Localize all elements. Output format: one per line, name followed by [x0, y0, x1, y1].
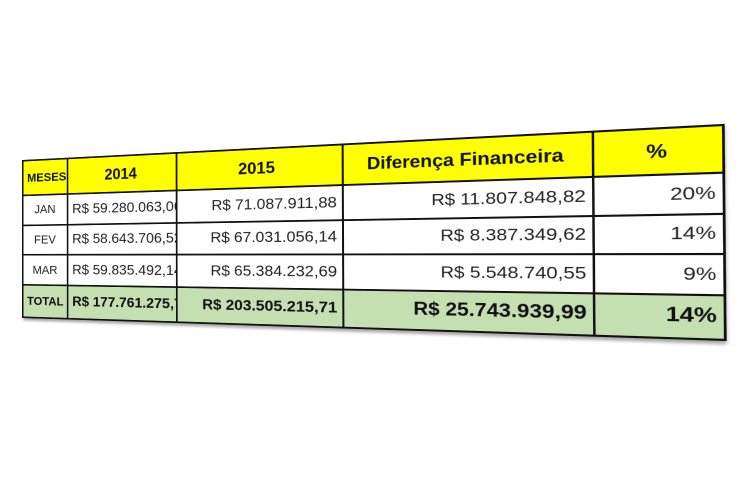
total-cell: R$ 25.743.939,99 [343, 289, 595, 336]
percent-cell: 20% [593, 172, 725, 216]
total-cell: R$ 203.505.215,71 [176, 287, 344, 328]
total-label: TOTAL [22, 284, 68, 319]
month-cell: FEV [22, 224, 68, 255]
header-cell: 2014 [67, 152, 177, 195]
financial-table: MESES 2014 2015 Diferença Financeira % J… [22, 124, 726, 341]
value-cell: R$ 58.643.706,52 [67, 222, 177, 255]
value-cell: R$ 8.387.349,62 [342, 215, 594, 255]
value-cell: R$ 5.548.740,55 [343, 254, 595, 294]
total-row: TOTAL R$ 177.761.275,72 R$ 203.505.215,7… [22, 284, 726, 340]
value-cell: R$ 71.087.911,88 [176, 185, 343, 223]
value-cell: R$ 65.384.232,69 [176, 254, 344, 290]
total-cell: R$ 177.761.275,72 [67, 285, 177, 323]
percent-cell: 9% [593, 254, 725, 296]
month-cell: JAN [22, 194, 68, 226]
header-cell: % [592, 124, 724, 177]
header-cell: MESES [22, 158, 68, 196]
month-cell: MAR [22, 254, 68, 286]
value-cell: R$ 59.835.492,14 [67, 254, 177, 288]
header-cell: Diferença Financeira [342, 131, 594, 186]
header-cell: 2015 [176, 144, 343, 191]
value-cell: R$ 11.807.848,82 [342, 176, 594, 220]
total-percent: 14% [594, 293, 726, 340]
value-cell: R$ 67.031.056,14 [176, 219, 344, 255]
percent-cell: 14% [593, 213, 725, 255]
value-cell: R$ 59.280.063,06 [67, 190, 177, 225]
